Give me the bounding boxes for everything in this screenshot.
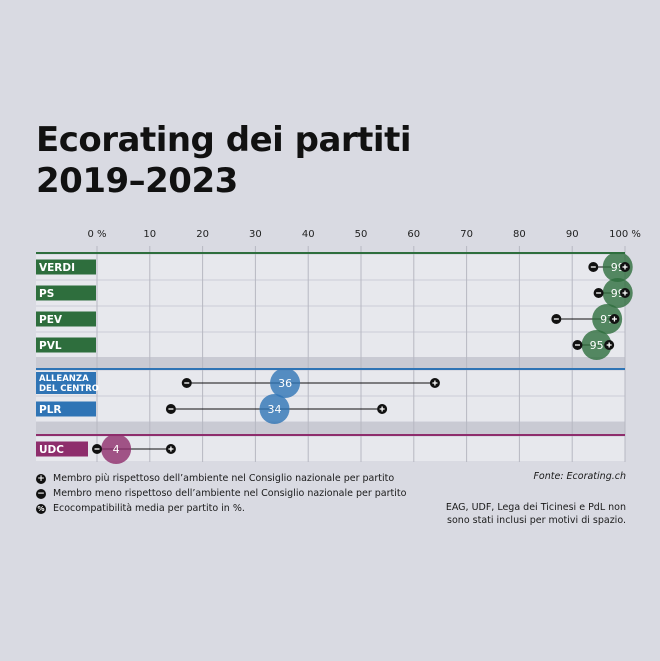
legend-min: − Membro meno rispettoso dell’ambiente n… — [36, 488, 406, 499]
party-label: PLR — [39, 404, 61, 416]
row-band — [36, 281, 625, 305]
x-tick-label: 100 % — [609, 229, 641, 240]
footnote-line-1: EAG, UDF, Lega dei Ticinesi e PdL non — [445, 502, 626, 513]
party-label-box — [36, 372, 96, 394]
x-tick-label: 60 — [407, 229, 420, 240]
footnote-line-2: sono stati inclusi per motivi di spazio. — [447, 515, 626, 526]
average-bubble — [581, 330, 612, 360]
party-label: ALLEANZA — [39, 374, 89, 384]
legend-avg: % Ecocompatibilità media per partito in … — [36, 503, 245, 514]
average-label: 34 — [268, 403, 282, 416]
legend-max-label: Membro più rispettoso dell’ambiente nel … — [53, 473, 395, 484]
average-label: 4 — [113, 443, 120, 456]
legend-min-label: Membro meno rispettoso dell’ambiente nel… — [53, 488, 407, 499]
title-line-1: Ecorating dei partiti — [36, 120, 412, 160]
source-note: Fonte: Ecorating.ch — [533, 471, 626, 482]
party-label-box — [36, 311, 96, 327]
average-bubble — [259, 394, 290, 424]
group-gap-band — [36, 422, 625, 434]
average-bubble — [101, 434, 132, 464]
average-bubble — [270, 368, 301, 398]
percent-icon: % — [36, 503, 46, 514]
party-label-box — [36, 285, 96, 301]
average-bubble — [602, 278, 633, 308]
x-tick-label: 20 — [196, 229, 209, 240]
party-label-box — [36, 259, 96, 275]
average-bubble — [592, 304, 623, 334]
party-label-box — [36, 337, 96, 353]
party-label: DEL CENTRO — [39, 384, 99, 394]
x-tick-label: 40 — [302, 229, 315, 240]
plus-icon: + — [36, 473, 46, 484]
x-tick-label: 80 — [513, 229, 526, 240]
legend-max: + Membro più rispettoso dell’ambiente ne… — [36, 473, 394, 484]
average-label: 36 — [278, 377, 292, 390]
x-tick-label: 10 — [143, 229, 156, 240]
row-band — [36, 255, 625, 279]
group-gap-band — [36, 356, 625, 368]
row-band — [36, 307, 625, 331]
legend-avg-label: Ecocompatibilità media per partito in %. — [53, 503, 245, 514]
party-label: PS — [39, 288, 54, 300]
party-label: PVL — [39, 340, 62, 352]
x-tick-label: 0 % — [87, 229, 106, 240]
party-label: PEV — [39, 314, 63, 326]
title-line-2: 2019–2023 — [36, 161, 238, 201]
party-label-box — [36, 441, 88, 457]
row-band — [36, 333, 625, 357]
x-tick-label: 50 — [355, 229, 368, 240]
party-label-box — [36, 401, 96, 417]
chart-title: Ecorating dei partiti 2019–2023 — [36, 120, 596, 202]
footnote: EAG, UDF, Lega dei Ticinesi e PdL non so… — [380, 501, 626, 527]
average-label: 95 — [590, 339, 604, 352]
minus-icon: − — [36, 488, 46, 499]
party-label: UDC — [39, 444, 64, 456]
x-tick-label: 90 — [566, 229, 579, 240]
x-tick-label: 70 — [460, 229, 473, 240]
party-label: VERDI — [39, 262, 75, 274]
x-tick-label: 30 — [249, 229, 262, 240]
average-bubble — [602, 252, 633, 282]
